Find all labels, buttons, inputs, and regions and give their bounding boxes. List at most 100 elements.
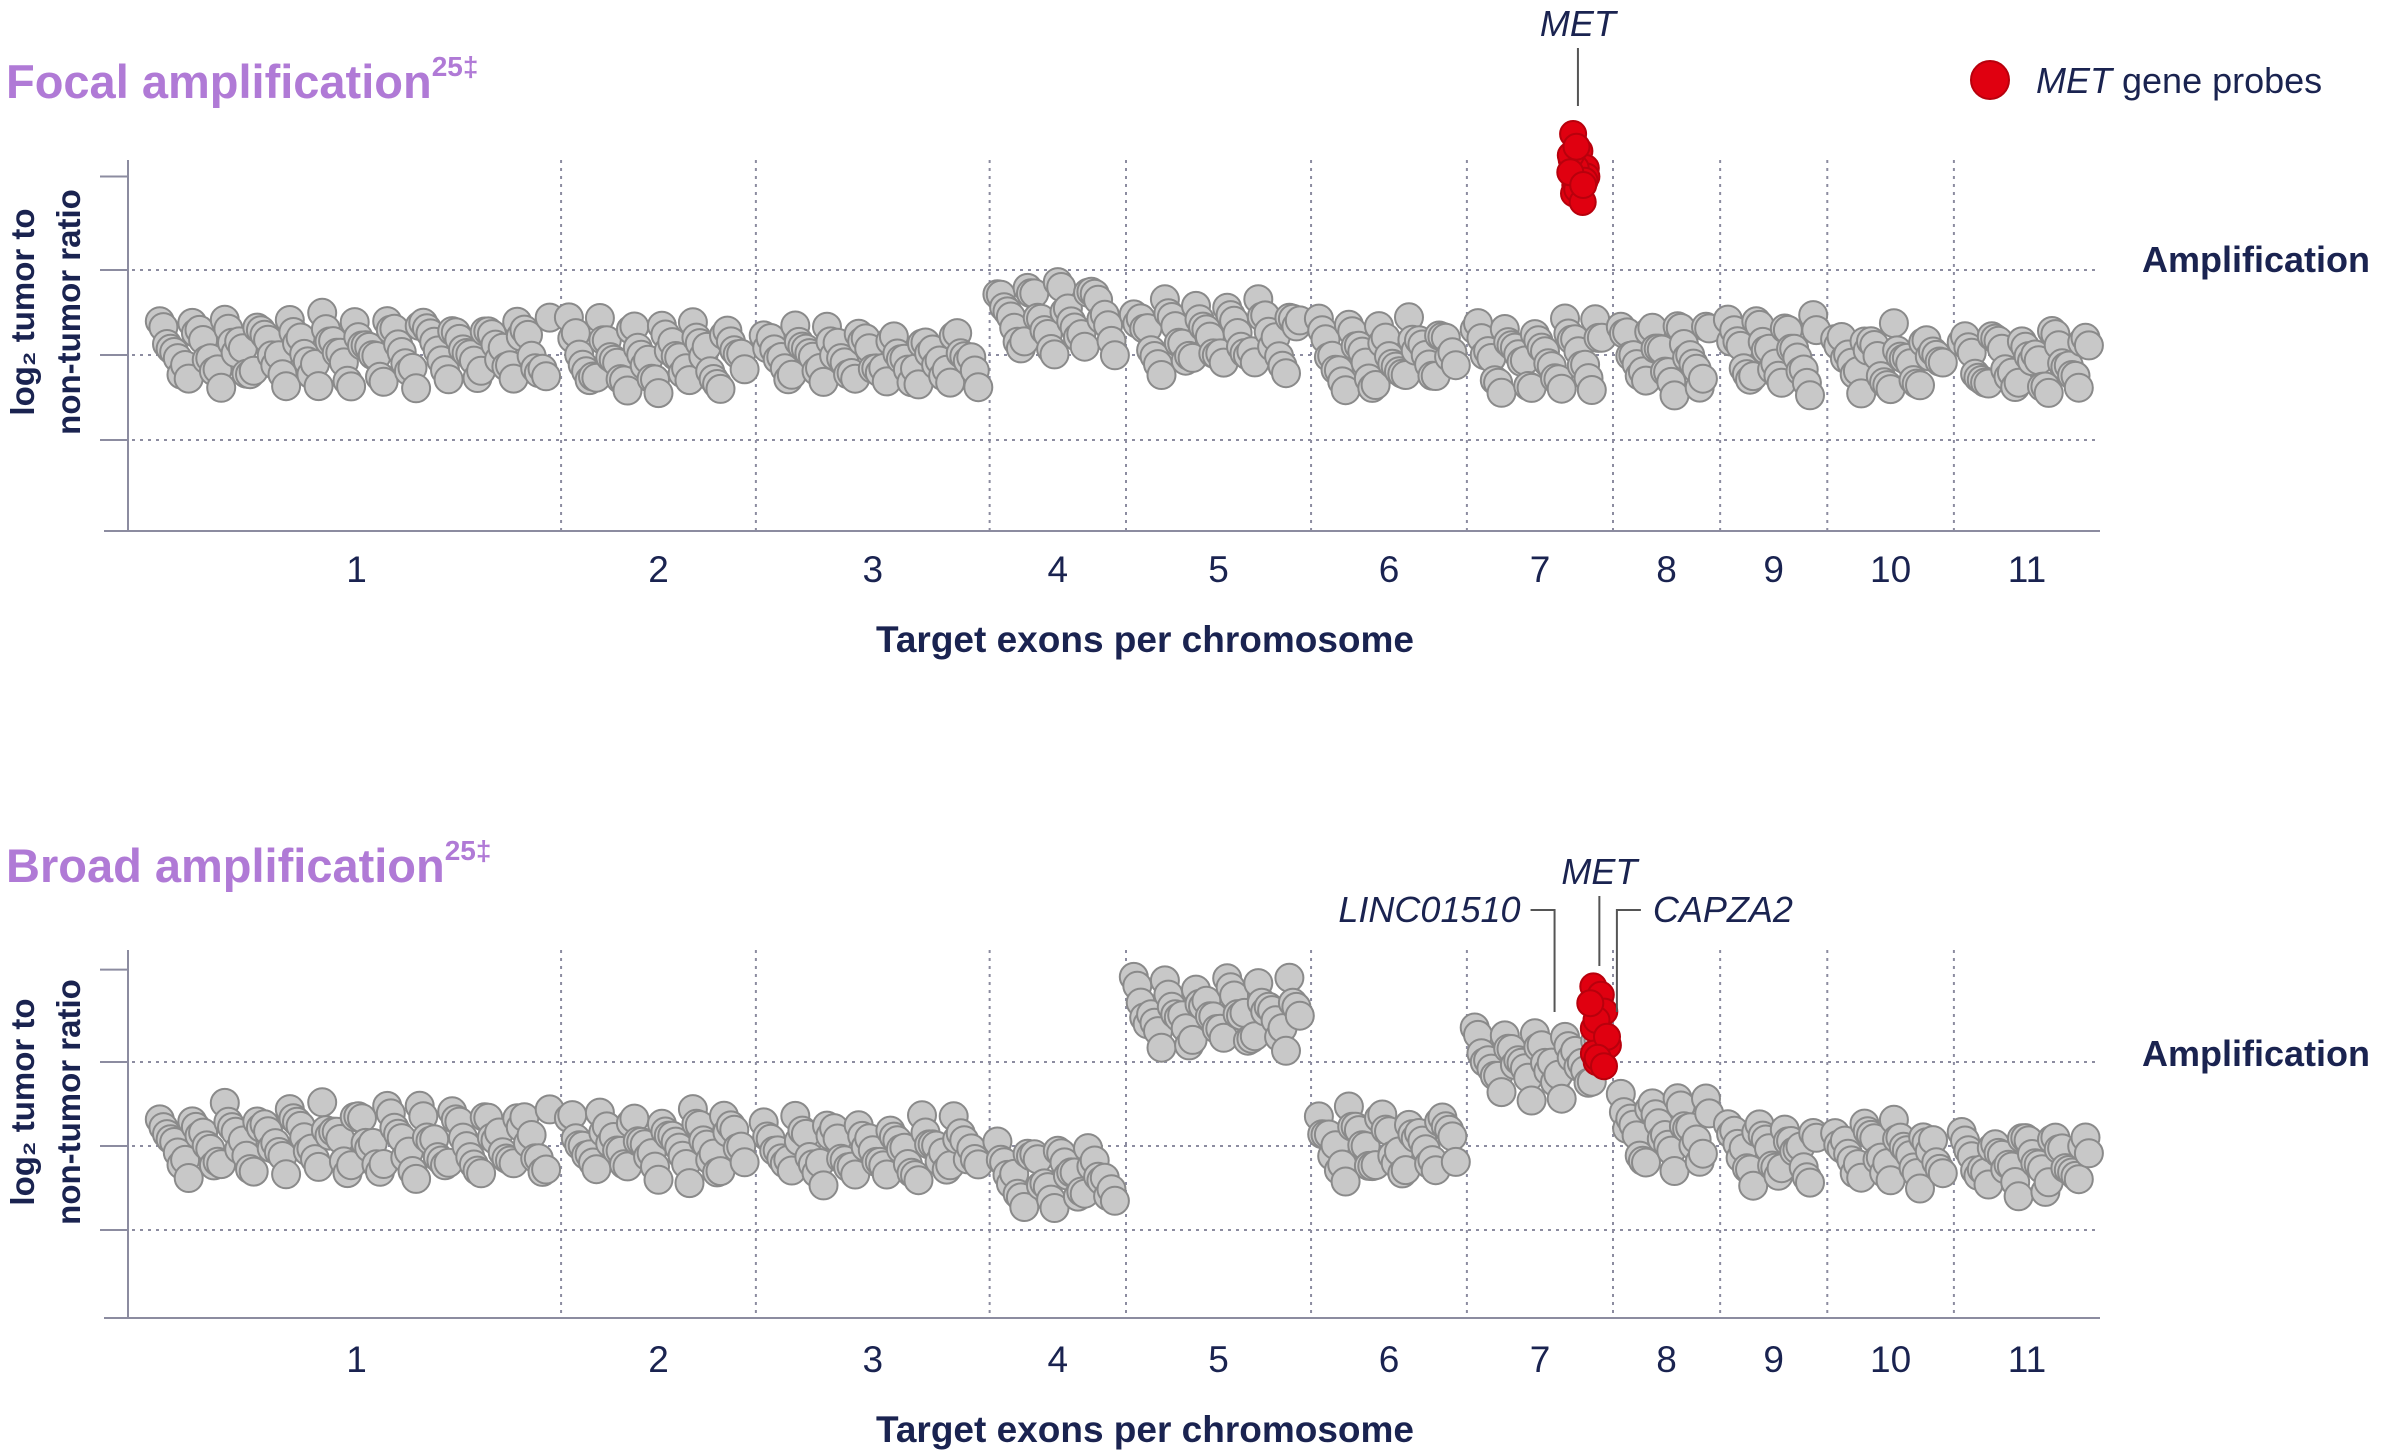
- probe-point: [1516, 1085, 1547, 1116]
- probe-point: [303, 371, 334, 402]
- panel-title: Focal amplification25‡: [6, 51, 478, 108]
- met-probe-point: [1562, 132, 1591, 161]
- axes: [100, 160, 2100, 532]
- probe-points: [144, 961, 2104, 1223]
- probe-point: [401, 1163, 432, 1194]
- probe-point: [1687, 363, 1718, 394]
- x-tick-label: 10: [1870, 549, 1911, 590]
- x-tick-labels: 1 2 3 4 5 6 7 8 9 10 11: [346, 1339, 2046, 1380]
- probe-point: [1659, 1156, 1690, 1186]
- probe-point: [1146, 1032, 1177, 1063]
- probe-point: [2033, 377, 2064, 408]
- probe-point: [1271, 358, 1301, 389]
- x-tick-label: 6: [1379, 549, 1400, 590]
- probe-point: [173, 1163, 204, 1193]
- panel-focal: Focal amplification25‡ log₂ tumor to non…: [4, 3, 2370, 660]
- probe-point: [1146, 360, 1177, 390]
- probe-point: [1546, 373, 1577, 404]
- probe-point: [307, 1087, 338, 1118]
- probe-point: [808, 1170, 839, 1201]
- probe-point: [1437, 1121, 1468, 1152]
- probe-point: [963, 372, 994, 403]
- met-probe-point: [1569, 171, 1598, 199]
- x-tick-label: 4: [1048, 1339, 1069, 1380]
- gene-annotations: MET: [1540, 3, 1619, 106]
- probe-point: [1486, 1077, 1517, 1108]
- panel-title: Broad amplification25‡: [6, 835, 491, 892]
- met-probe-point: [1576, 989, 1605, 1018]
- x-tick-label: 1: [346, 549, 367, 590]
- probe-points: [144, 120, 2104, 411]
- x-tick-label: 9: [1763, 1339, 1784, 1380]
- panel-broad: Broad amplification25‡ log₂ tumor to non…: [4, 835, 2370, 1450]
- probe-point: [1271, 1035, 1301, 1066]
- legend-label: MET gene probes: [2036, 60, 2322, 101]
- legend-gene: MET: [2036, 60, 2115, 101]
- probe-point: [729, 1147, 760, 1178]
- panel-title-text: Focal amplification: [6, 55, 432, 108]
- probe-point: [2073, 1138, 2104, 1169]
- x-tick-label: 5: [1208, 1339, 1229, 1380]
- y-axis-label-line1: log₂ tumor to: [4, 998, 41, 1205]
- probe-point: [271, 1159, 302, 1190]
- x-tick-label: 7: [1530, 549, 1551, 590]
- panel-title-superscript: 25‡: [432, 51, 479, 82]
- probe-point: [531, 1154, 562, 1185]
- probe-point: [1274, 962, 1305, 993]
- probe-point: [1440, 350, 1471, 381]
- probe-point: [1069, 331, 1100, 362]
- probe-point: [674, 1168, 705, 1199]
- probe-point: [303, 1151, 334, 1182]
- x-tick-label: 6: [1379, 1339, 1400, 1380]
- probe-point: [466, 1158, 497, 1189]
- probe-point: [729, 354, 760, 385]
- x-tick-label: 2: [648, 549, 669, 590]
- x-tick-label: 11: [2008, 1339, 2046, 1380]
- annotation-leader: [1530, 909, 1556, 1012]
- gene-annotation-label: MET: [1561, 851, 1640, 892]
- probe-point: [1905, 1173, 1935, 1204]
- x-axis-label: Target exons per chromosome: [876, 619, 1414, 660]
- probe-point: [2073, 330, 2104, 361]
- gene-annotation-label: CAPZA2: [1653, 889, 1793, 930]
- probe-point: [1687, 1138, 1718, 1169]
- y-axis-label-line2: non-tumor ratio: [50, 189, 87, 435]
- legend-red-marker: [1970, 60, 2010, 100]
- x-tick-label: 5: [1208, 549, 1229, 590]
- axes: [100, 950, 2100, 1319]
- panel-title-superscript: 25‡: [445, 835, 492, 866]
- probe-point: [368, 366, 399, 397]
- probe-point: [903, 1165, 934, 1196]
- probe-point: [1795, 1167, 1825, 1198]
- x-tick-label: 3: [863, 1339, 884, 1380]
- legend-rest: gene probes: [2112, 60, 2322, 101]
- y-axis-label-line1: log₂ tumor to: [4, 208, 41, 415]
- probe-point: [1576, 375, 1607, 405]
- x-tick-label: 8: [1656, 549, 1677, 590]
- probe-point: [1486, 377, 1517, 408]
- x-tick-label: 11: [2008, 549, 2046, 590]
- probe-point: [1440, 1146, 1471, 1177]
- panel-title-text: Broad amplification: [6, 839, 445, 892]
- probe-point: [2063, 372, 2094, 403]
- probe-point: [401, 373, 432, 404]
- probe-point: [1099, 340, 1130, 371]
- probe-point: [1878, 308, 1909, 339]
- probe-point: [206, 372, 237, 403]
- probe-point: [1927, 347, 1958, 378]
- probe-point: [271, 371, 302, 402]
- met-probe-point: [1590, 1052, 1618, 1081]
- probe-point: [336, 371, 367, 402]
- x-tick-labels: 1 2 3 4 5 6 7 8 9 10 11: [346, 549, 2046, 590]
- x-tick-label: 9: [1763, 549, 1784, 590]
- probe-point: [1927, 1158, 1958, 1189]
- gene-annotation-label: MET: [1540, 3, 1619, 44]
- probe-point: [1795, 380, 1825, 411]
- probe-point: [1659, 380, 1690, 411]
- probe-point: [1546, 1083, 1577, 1114]
- probe-point: [1099, 1185, 1130, 1216]
- probe-point: [1905, 370, 1935, 401]
- probe-point: [612, 375, 643, 406]
- probe-point: [1284, 1000, 1315, 1031]
